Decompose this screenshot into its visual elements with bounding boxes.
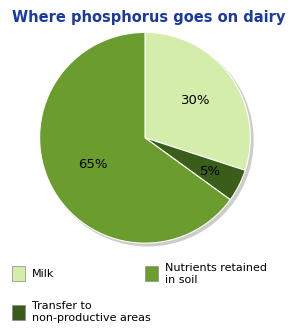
Circle shape [42,35,253,246]
Text: Milk: Milk [32,269,54,279]
Text: Transfer to
non-productive areas: Transfer to non-productive areas [32,301,151,323]
Text: 65%: 65% [79,158,108,171]
Text: Where phosphorus goes on dairy farms: Where phosphorus goes on dairy farms [12,10,290,25]
Wedge shape [40,33,230,243]
Wedge shape [145,138,245,200]
Text: 5%: 5% [200,165,221,178]
Text: Nutrients retained
in soil: Nutrients retained in soil [165,263,267,285]
Wedge shape [145,33,250,170]
Text: 30%: 30% [182,94,211,107]
